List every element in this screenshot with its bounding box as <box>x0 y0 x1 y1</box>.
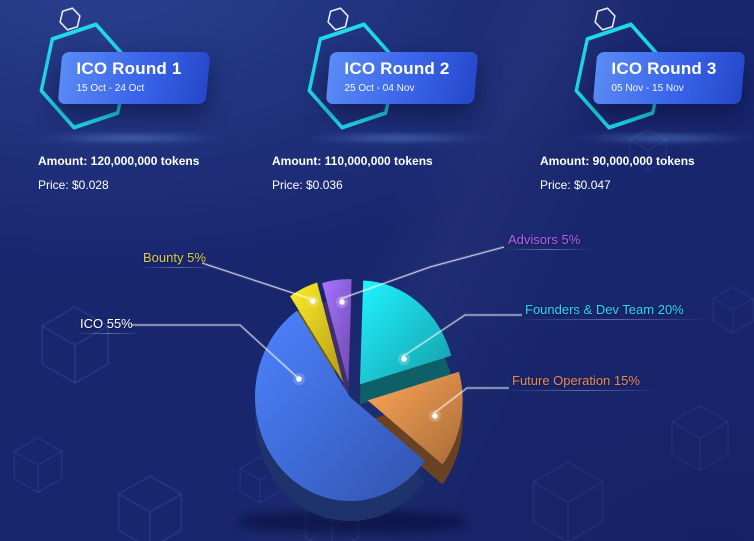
ico-round-2-card: ICO Round 2 25 Oct - 04 Nov <box>296 6 516 154</box>
amount-text: Amount: 90,000,000 tokens <box>540 154 695 168</box>
pie-slice-future-operation <box>367 371 463 465</box>
callout-dot <box>296 376 302 382</box>
round-badge: ICO Round 1 15 Oct - 24 Oct <box>57 52 211 104</box>
card-glow <box>34 133 226 143</box>
price-text: Price: $0.036 <box>272 178 343 192</box>
pie-label-founders: Founders & Dev Team 20% <box>512 302 711 320</box>
pie-chart <box>132 245 522 534</box>
ico-round-3-card: ICO Round 3 05 Nov - 15 Nov <box>563 6 754 154</box>
pie-label-bounty: Bounty 5% <box>137 250 217 268</box>
round-badge: ICO Round 3 05 Nov - 15 Nov <box>592 52 746 104</box>
callout-dot <box>310 298 316 304</box>
small-hexagon-icon <box>594 7 616 31</box>
card-glow <box>302 133 494 143</box>
callout-line-glow <box>339 245 505 301</box>
round-dates: 15 Oct - 24 Oct <box>76 83 145 94</box>
round-title: ICO Round 2 <box>344 59 450 78</box>
round-2-info: Amount: 110,000,000 tokens Price: $0.036 <box>272 154 433 192</box>
callout-dot <box>432 413 438 419</box>
round-dates: 05 Nov - 15 Nov <box>611 83 684 94</box>
callout-line <box>132 324 298 378</box>
card-glow <box>569 133 754 143</box>
callout-line <box>201 262 312 300</box>
small-hexagon-icon <box>327 7 349 31</box>
price-text: Price: $0.028 <box>38 178 109 192</box>
round-3-info: Amount: 90,000,000 tokens Price: $0.047 <box>540 154 695 192</box>
round-dates: 25 Oct - 04 Nov <box>344 83 415 94</box>
callout-dot <box>339 299 345 305</box>
pie-shadow <box>237 510 467 534</box>
pie-slice-founders-dev-team <box>359 280 452 385</box>
pie-label-future-operation: Future Operation 15% <box>501 373 662 391</box>
small-hexagon-icon <box>59 7 81 31</box>
ico-round-1-card: ICO Round 1 15 Oct - 24 Oct <box>28 6 248 154</box>
callout-line <box>401 314 522 358</box>
callout-dot <box>401 356 407 362</box>
amount-text: Amount: 110,000,000 tokens <box>272 154 433 168</box>
round-title: ICO Round 1 <box>76 59 182 78</box>
round-badge: ICO Round 2 25 Oct - 04 Nov <box>325 52 479 104</box>
pie-slice-advisors <box>322 279 352 384</box>
round-title: ICO Round 3 <box>611 59 717 78</box>
round-1-info: Amount: 120,000,000 tokens Price: $0.028 <box>38 154 199 192</box>
callout-line <box>432 387 509 415</box>
pie-slice-ico <box>254 310 425 502</box>
pie-label-advisors: Advisors 5% <box>502 232 593 250</box>
pie-label-ico: ICO 55% <box>75 316 142 334</box>
price-text: Price: $0.047 <box>540 178 611 192</box>
pie-slice-bounty <box>290 282 344 383</box>
amount-text: Amount: 120,000,000 tokens <box>38 154 200 168</box>
callout-line <box>339 246 505 300</box>
